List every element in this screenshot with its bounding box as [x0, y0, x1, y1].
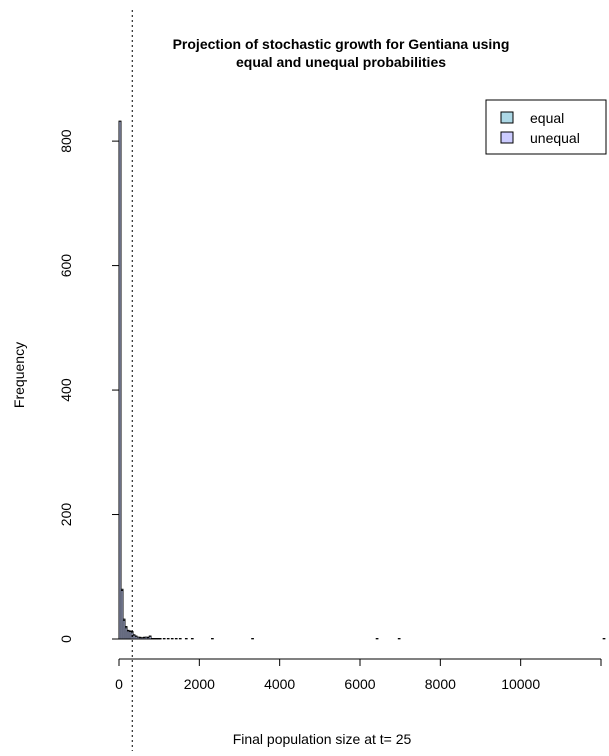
- legend-entry-label: equal: [530, 110, 564, 126]
- x-axis-label: Final population size at t= 25: [233, 731, 412, 747]
- x-tick-label: 4000: [264, 676, 295, 692]
- legend: equal unequal: [486, 100, 606, 154]
- x-axis-ticks: 0 2000 4000 6000 8000 10000: [115, 659, 601, 692]
- histogram-bar: [252, 638, 254, 639]
- y-tick-label: 0: [58, 635, 74, 643]
- histogram-bar: [171, 638, 173, 639]
- x-tick-label: 6000: [344, 676, 375, 692]
- histogram-bar: [159, 638, 161, 639]
- y-tick-label: 400: [58, 378, 74, 402]
- histogram-bar: [603, 638, 605, 639]
- histogram-bar: [211, 638, 213, 639]
- histogram-bar: [167, 638, 169, 639]
- histogram-bar: [163, 638, 165, 639]
- axes: [119, 141, 601, 659]
- histogram-bar: [376, 638, 378, 639]
- histogram-bar: [398, 638, 400, 639]
- x-tick-label: 10000: [501, 676, 540, 692]
- histogram-bars: [119, 121, 605, 639]
- histogram-bar: [191, 638, 193, 639]
- x-tick-label: 2000: [184, 676, 215, 692]
- chart-title-line: equal and unequal probabilities: [236, 54, 446, 70]
- legend-entry-label: unequal: [530, 130, 580, 146]
- chart-title: Projection of stochastic growth for Gent…: [173, 36, 510, 70]
- legend-color-swatch: [501, 132, 513, 143]
- y-axis-ticks: 0 200 400 600 800: [58, 129, 119, 643]
- histogram-bar: [179, 638, 181, 639]
- x-tick-label: 8000: [425, 676, 456, 692]
- y-tick-label: 600: [58, 254, 74, 278]
- histogram-bar: [175, 638, 177, 639]
- y-axis-label: Frequency: [11, 342, 27, 408]
- histogram-bar: [185, 638, 187, 639]
- chart-title-line: Projection of stochastic growth for Gent…: [173, 36, 510, 52]
- x-tick-label: 0: [115, 676, 123, 692]
- y-tick-label: 800: [58, 129, 74, 153]
- y-tick-label: 200: [58, 503, 74, 527]
- legend-color-swatch: [501, 112, 513, 123]
